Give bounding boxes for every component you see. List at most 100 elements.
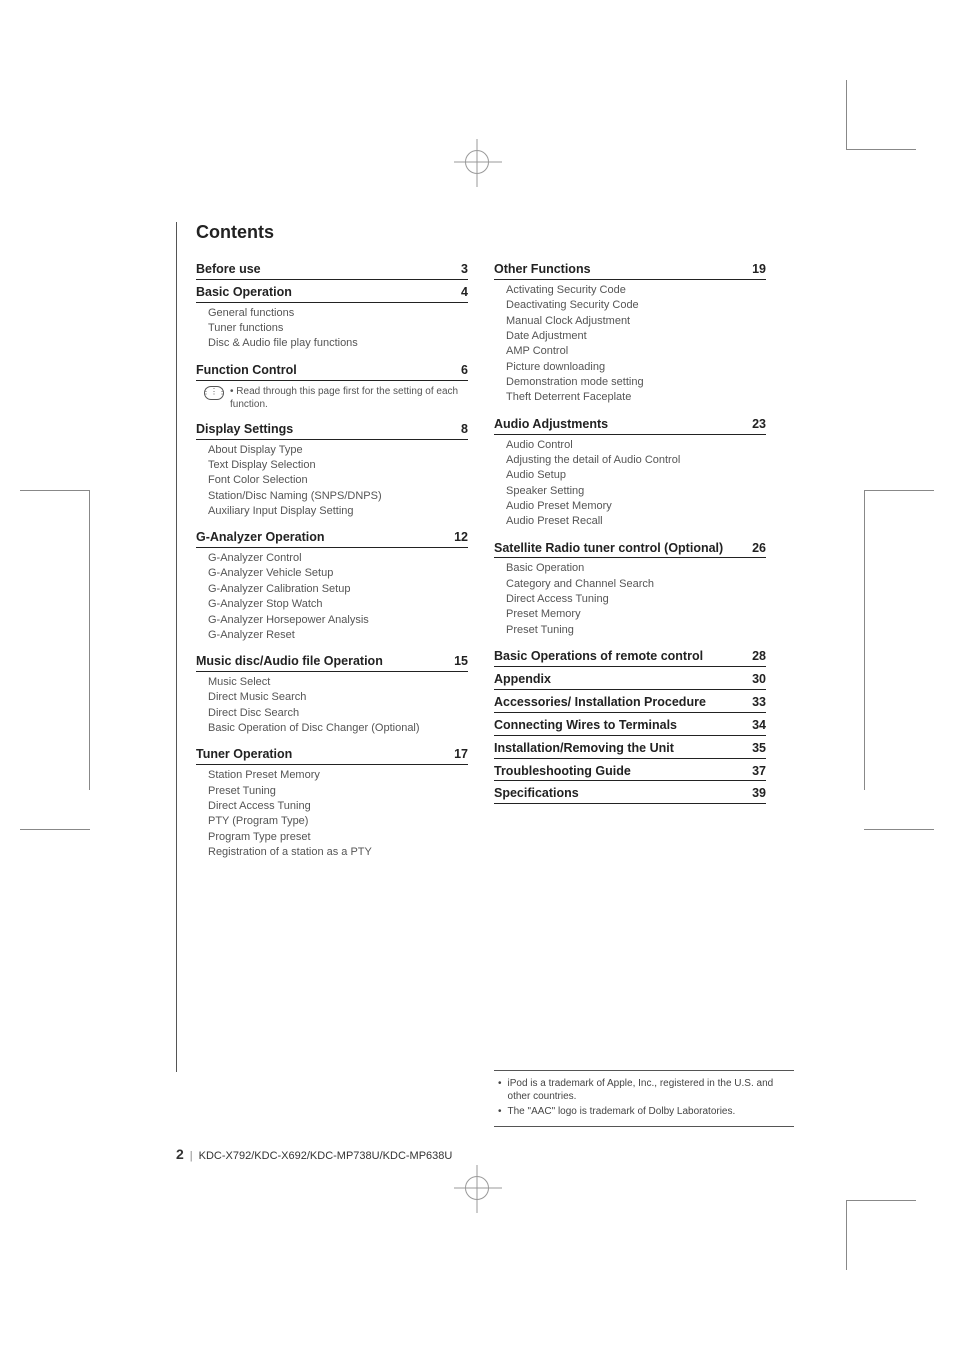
toc-section-items: G-Analyzer ControlG-Analyzer Vehicle Set…	[196, 548, 468, 649]
toc-item: Station/Disc Naming (SNPS/DNPS)	[208, 489, 468, 504]
toc-section-page: 6	[461, 362, 468, 379]
toc-section-heading-row: Other Functions19	[494, 261, 766, 280]
toc-item: Adjusting the detail of Audio Control	[506, 453, 766, 468]
toc-section-page: 34	[752, 717, 766, 734]
toc-section-items: Activating Security CodeDeactivating Sec…	[494, 280, 766, 412]
note-icon: ⋮⋮⋮	[204, 386, 224, 400]
toc-item: G-Analyzer Reset	[208, 628, 468, 643]
toc-item: G-Analyzer Vehicle Setup	[208, 566, 468, 581]
toc-column-left: Before use3 Basic Operation4General funct…	[196, 261, 468, 870]
toc-section-heading: Satellite Radio tuner control (Optional)	[494, 540, 723, 557]
footer-models: KDC-X792/KDC-X692/KDC-MP738U/KDC-MP638U	[199, 1150, 453, 1162]
toc-section-page: 26	[752, 540, 766, 557]
toc-item: Preset Memory	[506, 607, 766, 622]
toc-section: Display Settings8About Display TypeText …	[196, 421, 468, 526]
toc-item: G-Analyzer Control	[208, 551, 468, 566]
toc-section-heading: Music disc/Audio file Operation	[196, 653, 383, 670]
toc-item: Manual Clock Adjustment	[506, 314, 766, 329]
toc-section-items: Basic OperationCategory and Channel Sear…	[494, 558, 766, 644]
toc-section-page: 17	[454, 746, 468, 763]
toc-item: Music Select	[208, 675, 468, 690]
toc-section-page: 19	[752, 261, 766, 278]
toc-item: Tuner functions	[208, 321, 468, 336]
toc-section: Basic Operation4General functionsTuner f…	[196, 284, 468, 358]
toc-item: Direct Access Tuning	[208, 799, 468, 814]
toc-section-heading-row: Before use3	[196, 261, 468, 280]
toc-section: Accessories/ Installation Procedure 33	[494, 694, 766, 713]
toc-note-row: ⋮⋮⋮ • Read through this page first for th…	[196, 381, 468, 417]
toc-section: G-Analyzer Operation12G-Analyzer Control…	[196, 529, 468, 649]
toc-item: Category and Channel Search	[506, 577, 766, 592]
toc-section-page: 23	[752, 416, 766, 433]
toc-section-heading-row: Function Control6	[196, 362, 468, 381]
toc-section: Troubleshooting Guide37	[494, 763, 766, 782]
toc-item: Theft Deterrent Faceplate	[506, 390, 766, 405]
toc-item: Disc & Audio file play functions	[208, 336, 468, 351]
toc-section-items: Audio ControlAdjusting the detail of Aud…	[494, 435, 766, 536]
toc-item: Registration of a station as a PTY	[208, 845, 468, 860]
page-title: Contents	[196, 222, 768, 243]
toc-item: Audio Preset Memory	[506, 499, 766, 514]
footnote-text: The "AAC" logo is trademark of Dolby Lab…	[508, 1105, 736, 1118]
toc-section-page: 37	[752, 763, 766, 780]
toc-section: Appendix30	[494, 671, 766, 690]
toc-section: Installation/Removing the Unit 35	[494, 740, 766, 759]
toc-section: Connecting Wires to Terminals 34	[494, 717, 766, 736]
toc-item: Speaker Setting	[506, 484, 766, 499]
toc-section-heading-row: Appendix30	[494, 671, 766, 690]
toc-item: Date Adjustment	[506, 329, 766, 344]
toc-section-heading-row: Satellite Radio tuner control (Optional)…	[494, 540, 766, 559]
toc-section: Audio Adjustments23Audio ControlAdjustin…	[494, 416, 766, 536]
footer-divider: |	[190, 1150, 193, 1162]
footnote: •iPod is a trademark of Apple, Inc., reg…	[498, 1077, 790, 1103]
toc-section-heading-row: Audio Adjustments23	[494, 416, 766, 435]
bullet-icon: •	[498, 1105, 502, 1118]
toc-item: Station Preset Memory	[208, 768, 468, 783]
toc-section-items: Music SelectDirect Music SearchDirect Di…	[196, 672, 468, 742]
toc-section-heading: Installation/Removing the Unit	[494, 740, 674, 757]
page-number: 2	[176, 1146, 184, 1162]
toc-section-page: 35	[752, 740, 766, 757]
crop-edge-right	[864, 490, 934, 790]
toc-item: Direct Access Tuning	[506, 592, 766, 607]
toc-section-items: General functionsTuner functionsDisc & A…	[196, 303, 468, 358]
toc-section-heading-row: Music disc/Audio file Operation 15	[196, 653, 468, 672]
toc-section-heading-row: Accessories/ Installation Procedure 33	[494, 694, 766, 713]
toc-note-text: • Read through this page first for the s…	[230, 385, 468, 411]
toc-section-heading-row: Connecting Wires to Terminals 34	[494, 717, 766, 736]
toc-section-heading: Appendix	[494, 671, 551, 688]
toc-section: Music disc/Audio file Operation 15 Music S…	[196, 653, 468, 742]
toc-section: Before use3	[196, 261, 468, 280]
toc-item: Demonstration mode setting	[506, 375, 766, 390]
toc-section-heading: Specifications	[494, 785, 579, 802]
crop-edge-left	[20, 490, 90, 790]
toc-section-page: 33	[752, 694, 766, 711]
toc-section-heading-row: Specifications39	[494, 785, 766, 804]
toc-section-heading-row: Basic Operations of remote control28	[494, 648, 766, 667]
toc-section-page: 8	[461, 421, 468, 438]
toc-item: Font Color Selection	[208, 473, 468, 488]
toc-item: G-Analyzer Stop Watch	[208, 597, 468, 612]
toc-section-heading: Basic Operations of remote control	[494, 648, 703, 665]
toc-item: Basic Operation	[506, 561, 766, 576]
toc-section: Tuner Operation17Station Preset MemoryPr…	[196, 746, 468, 866]
toc-section: Function Control6 ⋮⋮⋮ • Read through this …	[196, 362, 468, 417]
toc-section-heading: Connecting Wires to Terminals	[494, 717, 677, 734]
bullet-icon: •	[498, 1077, 502, 1103]
toc-item: G-Analyzer Horsepower Analysis	[208, 613, 468, 628]
toc-item: Audio Setup	[506, 468, 766, 483]
toc-section-page: 15	[454, 653, 468, 670]
toc-item: Basic Operation of Disc Changer (Optiona…	[208, 721, 468, 736]
toc-item: Direct Music Search	[208, 690, 468, 705]
toc-section-heading: Accessories/ Installation Procedure	[494, 694, 706, 711]
toc-item: Preset Tuning	[208, 784, 468, 799]
toc-section-heading: Basic Operation	[196, 284, 292, 301]
toc-section-heading-row: Installation/Removing the Unit 35	[494, 740, 766, 759]
registration-mark-bottom	[465, 1176, 489, 1200]
toc-section: Specifications39	[494, 785, 766, 804]
toc-section-page: 12	[454, 529, 468, 546]
toc-section: Basic Operations of remote control28	[494, 648, 766, 667]
toc-item: About Display Type	[208, 443, 468, 458]
toc-item: General functions	[208, 306, 468, 321]
toc-item: Deactivating Security Code	[506, 298, 766, 313]
